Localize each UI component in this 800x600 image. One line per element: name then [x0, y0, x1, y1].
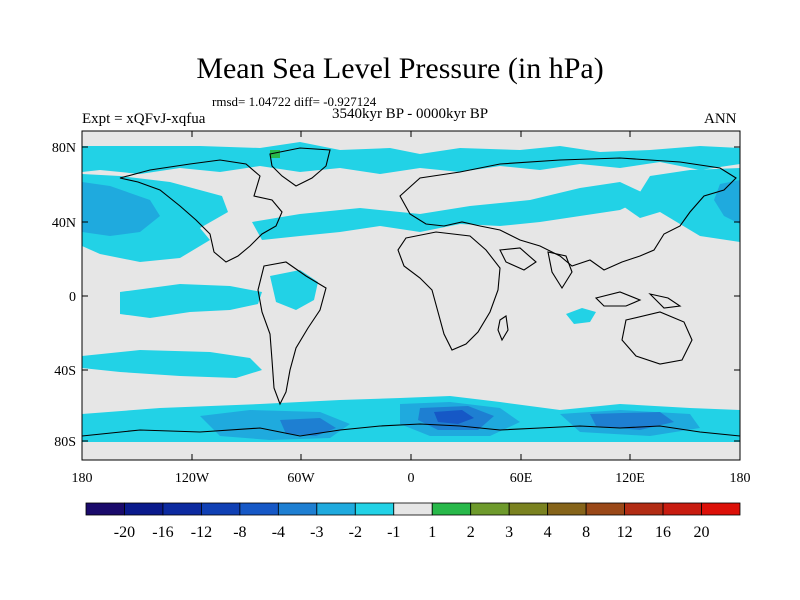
colorbar-label: -1: [387, 524, 400, 541]
colorbar-label: 20: [694, 524, 710, 541]
coast-north-america: [119, 159, 283, 263]
colorbar-swatch: [624, 502, 664, 516]
colorbar-swatch: [701, 502, 741, 516]
colorbar-swatch: [277, 502, 318, 516]
anomaly-region-north-atlantic: [252, 182, 650, 240]
anomaly-peak-antarctic-pacific: [280, 418, 336, 436]
latitude-label: 40N: [52, 216, 76, 231]
colorbar-swatch: [508, 502, 549, 516]
anomaly-region-arctic-atlantic: [82, 142, 740, 174]
anomaly-field: [82, 142, 740, 442]
latitude-label: 40S: [54, 364, 76, 379]
coast-antarctica: [81, 423, 741, 437]
colorbar-label: -8: [233, 524, 246, 541]
anomaly-region-southern-pacific: [82, 350, 262, 378]
map-plot: 80N 40N 0 40S 80S 180 120W 60W 0 60E 120E 180: [52, 130, 751, 486]
coast-south-asia: [499, 247, 573, 290]
colorbar-label: -12: [191, 524, 212, 541]
latitude-label: 80S: [54, 435, 76, 450]
longitude-label: 0: [408, 471, 415, 486]
longitude-labels: 180 120W 60W 0 60E 120E 180: [72, 471, 751, 486]
colorbar-swatch: [547, 502, 587, 516]
anomaly-region-north-pacific-east: [620, 168, 740, 242]
colorbar-swatch: [239, 502, 279, 516]
latitude-label: 80N: [52, 141, 76, 156]
colorbar-swatch: [201, 502, 241, 516]
colorbar-swatch: [393, 502, 433, 516]
colorbar-swatch: [585, 502, 625, 516]
plot-title: Mean Sea Level Pressure (in hPa): [196, 52, 604, 85]
coast-south-america: [257, 261, 327, 406]
axis-ticks: [81, 131, 741, 460]
colorbar-swatch: [431, 502, 472, 516]
anomaly-region-tropical-pacific: [120, 284, 262, 318]
stats-text: rmsd= 1.04722 diff= -0.927124: [212, 94, 377, 109]
coast-maritime-asia: [594, 291, 682, 309]
coast-eurasia: [399, 157, 737, 271]
anomaly-core-north-pacific: [82, 182, 160, 236]
coast-africa: [397, 231, 501, 351]
colorbar-label: -3: [310, 524, 323, 541]
colorbar-swatch: [85, 502, 125, 516]
anomaly-positive-greenland: [270, 150, 280, 158]
anomaly-peak-antarctic-indian: [590, 412, 674, 430]
colorbar-swatch: [470, 502, 510, 516]
longitude-label: 180: [72, 471, 93, 486]
latitude-label: 0: [69, 290, 76, 305]
longitude-label: 60W: [287, 471, 315, 486]
colorbar-label: 2: [467, 524, 475, 541]
anomaly-region-tropical-atlantic: [270, 270, 318, 310]
colorbar-label: 1: [428, 524, 436, 541]
colorbar-swatch: [162, 502, 202, 516]
colorbar-label: 4: [544, 524, 552, 541]
colorbar-swatch: [662, 502, 702, 516]
colorbar-swatch: [124, 502, 164, 516]
colorbar-label: -4: [272, 524, 285, 541]
anomaly-extreme-antarctic-atlantic: [434, 410, 474, 424]
colorbar: -20 -16 -12 -8 -4 -3 -2 -1 1 2 3 4 8 12 16 20: [85, 502, 741, 541]
coastlines: [81, 147, 741, 437]
colorbar-label: -2: [349, 524, 362, 541]
latitude-labels: 80N 40N 0 40S 80S: [52, 141, 76, 450]
colorbar-label: 8: [582, 524, 590, 541]
colorbar-label: 16: [655, 524, 671, 541]
anomaly-region-tropical-indian: [566, 308, 596, 324]
period-text: 3540kyr BP - 0000kyr BP: [331, 106, 489, 122]
experiment-label: Expt = xQFvJ-xqfua: [82, 111, 206, 127]
colorbar-label: -16: [152, 524, 173, 541]
coast-greenland: [269, 147, 331, 187]
colorbar-label: -20: [114, 524, 135, 541]
colorbar-label: 12: [617, 524, 633, 541]
season-label: ANN: [704, 111, 737, 127]
colorbar-label: 3: [505, 524, 513, 541]
colorbar-swatch: [354, 502, 395, 516]
longitude-label: 120W: [175, 471, 210, 486]
longitude-label: 180: [730, 471, 751, 486]
coast-madagascar: [497, 315, 509, 342]
longitude-label: 60E: [510, 471, 533, 486]
colorbar-swatch: [316, 502, 356, 516]
longitude-label: 120E: [615, 471, 645, 486]
coast-australia: [621, 311, 693, 365]
